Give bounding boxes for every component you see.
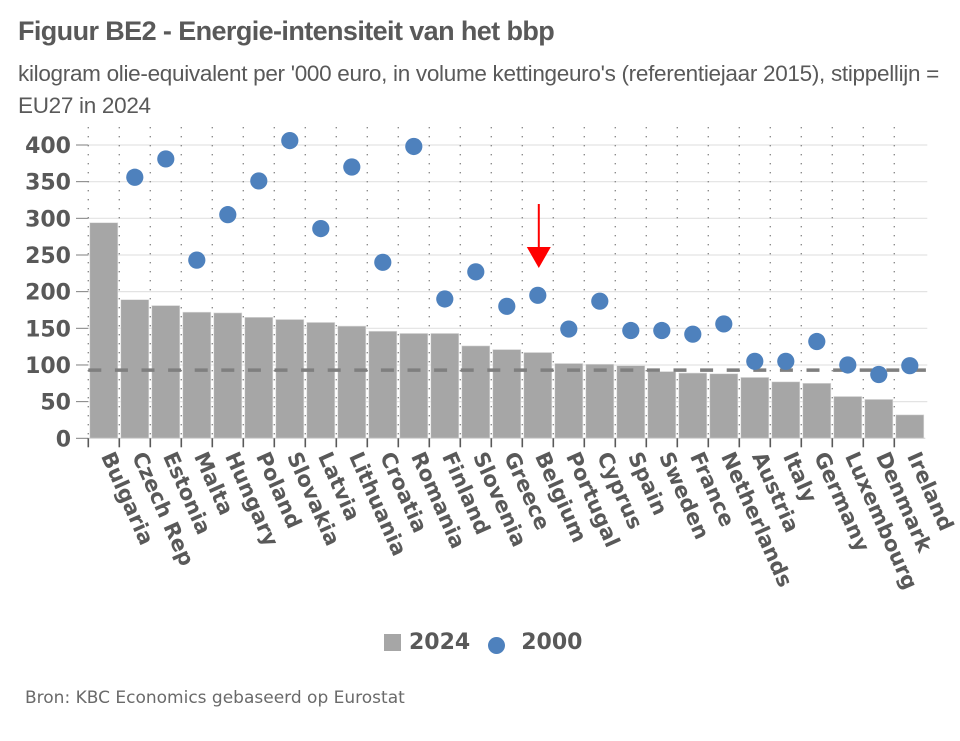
bar-2024-poland [244,317,274,439]
bar-2024-austria [740,377,770,439]
dot-2000-denmark [870,365,888,384]
bar-2024-italy [771,381,801,439]
dot-2000-latvia [312,219,330,238]
bar-2024-france [678,372,708,439]
bar-2024-netherlands [709,373,739,439]
y-tick-label: 200 [25,281,71,306]
y-tick-label: 100 [25,354,71,379]
bar-2024-estonia [151,305,181,439]
bar-2024-bulgaria [89,222,119,439]
dot-2000-finland [436,290,454,308]
legend-label-2024: 2024 [409,630,471,655]
dot-2000-romania [405,137,423,156]
dot-2000-poland [250,172,268,190]
bar-2024-croatia [368,330,398,439]
bar-2024-hungary [213,312,243,439]
dot-2000-netherlands [715,315,733,333]
dot-2000-spain [622,321,640,340]
legend-dot-swatch-icon [488,637,506,654]
dot-2000-slovenia [467,263,485,281]
bar-2024-germany [802,383,832,439]
dot-2000-ireland [901,357,919,375]
dot-2000-slovakia [281,132,299,150]
legend-bar-swatch-icon [384,634,401,651]
bar-2024-romania [399,333,429,439]
bar-2024-belgium [523,352,553,439]
bar-2024-lithuania [337,325,367,439]
dot-2000-sweden [653,321,671,340]
bar-2024-slovakia [275,319,305,439]
dot-2000-italy [777,352,795,370]
chart-subtitle: kilogram olie-equivalent per '000 euro, … [18,61,939,118]
bar-2024-slovenia [461,345,491,439]
annotation-arrow-head-icon [526,247,551,268]
dot-2000-malta [188,251,206,269]
source-note: Bron: KBC Economics gebaseerd op Eurosta… [25,688,405,708]
legend-label-2000: 2000 [521,630,583,655]
dot-2000-france [684,325,702,343]
y-tick-label: 150 [25,317,71,342]
bar-2024-spain [616,365,646,439]
y-tick-label: 350 [25,171,71,196]
y-tick-label: 250 [25,244,71,269]
dot-2000-czech-rep [126,168,144,186]
dot-2000-lithuania [343,158,361,176]
dot-2000-cyprus [591,292,609,310]
dot-2000-portugal [560,320,578,338]
bar-2024-cyprus [585,363,615,439]
y-tick-label: 400 [25,134,71,159]
legend: 2024 2000 [384,630,582,655]
chart-title: Figuur BE2 - Energie-intensiteit van het… [18,16,555,46]
bar-2024-malta [182,311,212,439]
dot-2000-estonia [157,150,175,168]
bar-2024-sweden [647,371,677,439]
bar-2024-portugal [554,363,584,439]
dot-2000-croatia [374,253,392,271]
dot-2000-hungary [219,206,237,224]
dot-2000-austria [746,352,764,370]
dot-2000-germany [808,332,826,351]
dot-2000-luxembourg [839,356,857,374]
bar-2024-denmark [864,399,894,439]
y-tick-label: 50 [40,391,71,416]
bar-2024-greece [492,349,522,439]
bar-2024-latvia [306,322,336,439]
bar-2024-luxembourg [833,396,863,439]
dot-2000-belgium [529,286,547,304]
dot-2000-greece [498,297,516,315]
y-tick-label: 0 [56,427,71,452]
bar-2024-finland [430,333,460,439]
y-tick-label: 300 [25,207,71,232]
bar-2024-ireland [895,414,925,439]
